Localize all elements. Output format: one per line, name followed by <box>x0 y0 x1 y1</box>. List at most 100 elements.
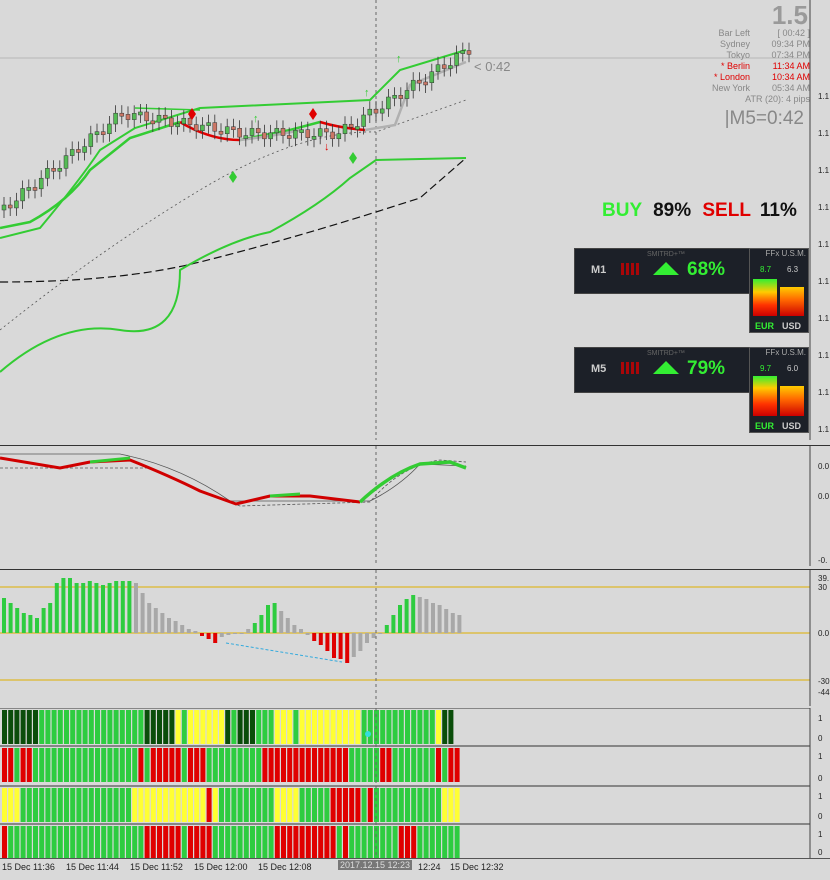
candle <box>63 155 69 169</box>
signal-bar <box>411 826 417 858</box>
signal-bar <box>411 710 417 744</box>
signal-bar <box>423 710 429 744</box>
signal-bar <box>336 788 342 822</box>
signal-bar <box>411 748 417 782</box>
signal-bar <box>225 826 231 858</box>
histogram-bar <box>160 613 165 633</box>
signal-bar <box>45 748 51 782</box>
signal-bar <box>181 826 187 858</box>
signal-bar <box>51 826 57 858</box>
signal-bar <box>367 748 373 782</box>
sell-pct: 11% <box>759 200 797 221</box>
histogram-chart[interactable] <box>0 570 830 706</box>
signal-bar <box>163 826 169 858</box>
signal-bar <box>64 826 69 858</box>
signal-bar <box>318 826 324 858</box>
candle <box>286 135 292 139</box>
signal-bar <box>169 788 175 822</box>
signal-bar <box>442 748 448 782</box>
signal-bars-tick: 0 <box>818 734 823 743</box>
signal-bar <box>101 788 107 822</box>
candle <box>361 114 366 127</box>
histogram-bar <box>186 629 191 633</box>
main-chart-panel[interactable]: ↑ ↓ ↑ ↑ 1.5 Bar Left [ 00:42 ] Sydney 09:34 PM… <box>0 0 830 440</box>
histogram-bar <box>457 615 462 633</box>
signal-bar <box>82 748 88 782</box>
signal-bars[interactable] <box>0 708 830 858</box>
candle <box>466 50 472 55</box>
histogram-bar <box>266 605 270 633</box>
signal-bar <box>188 748 193 782</box>
histogram-bar <box>74 583 79 633</box>
candle <box>82 146 87 153</box>
signal-bar <box>194 788 200 822</box>
histogram-bar <box>140 593 145 633</box>
brand-label: SMITRD+™ <box>647 251 685 258</box>
session-label: Sydney <box>719 39 750 49</box>
histogram-bar <box>292 625 297 633</box>
session-row: * London 10:34 AM <box>690 72 810 83</box>
candle <box>138 111 143 116</box>
histogram-tick: 30 <box>818 583 827 592</box>
signal-bar <box>243 710 249 744</box>
signal-bar <box>274 788 280 822</box>
candle <box>429 71 435 83</box>
usd-strength-bar <box>780 386 804 416</box>
signal-bar <box>225 710 231 744</box>
candle <box>94 131 100 135</box>
signal-bar <box>82 826 88 858</box>
histogram-bar <box>147 603 152 633</box>
signal-bar <box>243 748 249 782</box>
buy-label: BUY <box>602 200 642 221</box>
signal-bar <box>281 826 286 858</box>
signal-bar <box>349 748 355 782</box>
signal-bar <box>355 748 361 782</box>
signal-bar <box>70 788 76 822</box>
histogram-bar <box>272 603 277 633</box>
candle <box>367 108 373 116</box>
signal-bar <box>101 710 107 744</box>
signal-bar <box>237 826 243 858</box>
candle <box>417 79 422 84</box>
eur-label: EUR <box>755 421 775 431</box>
signal-bar <box>293 710 299 744</box>
signal-bars-tick: 0 <box>818 812 823 821</box>
signal-bar <box>188 788 193 822</box>
signal-bar <box>250 748 255 782</box>
candle <box>237 128 242 138</box>
eur-strength-bar <box>753 376 777 416</box>
signal-bar <box>355 788 361 822</box>
signal-bar <box>107 826 113 858</box>
oscillator-chart[interactable] <box>0 446 830 566</box>
price-tick: 1.1 <box>818 92 830 101</box>
signal-bar <box>417 748 423 782</box>
session-label: Bar Left <box>718 28 750 38</box>
signal-bar <box>343 788 348 822</box>
signal-bar <box>398 710 404 744</box>
histogram-bar <box>213 633 218 643</box>
histogram-bar <box>299 629 303 633</box>
down-arrow-icon: ↓ <box>324 141 330 153</box>
candle <box>150 120 156 125</box>
histogram-bar <box>431 603 435 633</box>
signal-bar <box>231 710 237 744</box>
histogram-bar <box>391 615 396 633</box>
signal-bar <box>436 710 441 744</box>
signal-bar <box>138 826 144 858</box>
signal-bar <box>324 788 330 822</box>
signal-bar <box>39 788 45 822</box>
signal-bar <box>299 788 305 822</box>
candle <box>175 123 180 128</box>
histogram-panel[interactable]: 39. 30 0.0 -30 -44 <box>0 569 830 706</box>
signal-bar <box>14 710 20 744</box>
signal-bar <box>231 826 237 858</box>
candle <box>299 129 304 133</box>
signal-bar <box>380 748 386 782</box>
price-chart[interactable]: ↑ ↓ ↑ ↑ <box>0 0 830 440</box>
histogram-bar <box>345 633 350 663</box>
candle <box>181 117 187 125</box>
oscillator-panel[interactable]: 0.0 0.0 -0. <box>0 445 830 566</box>
session-row: Sydney 09:34 PM <box>690 39 810 50</box>
signal-bars-panel[interactable]: 1 0 1 0 1 0 1 0 <box>0 708 830 858</box>
signal-bar <box>212 748 218 782</box>
